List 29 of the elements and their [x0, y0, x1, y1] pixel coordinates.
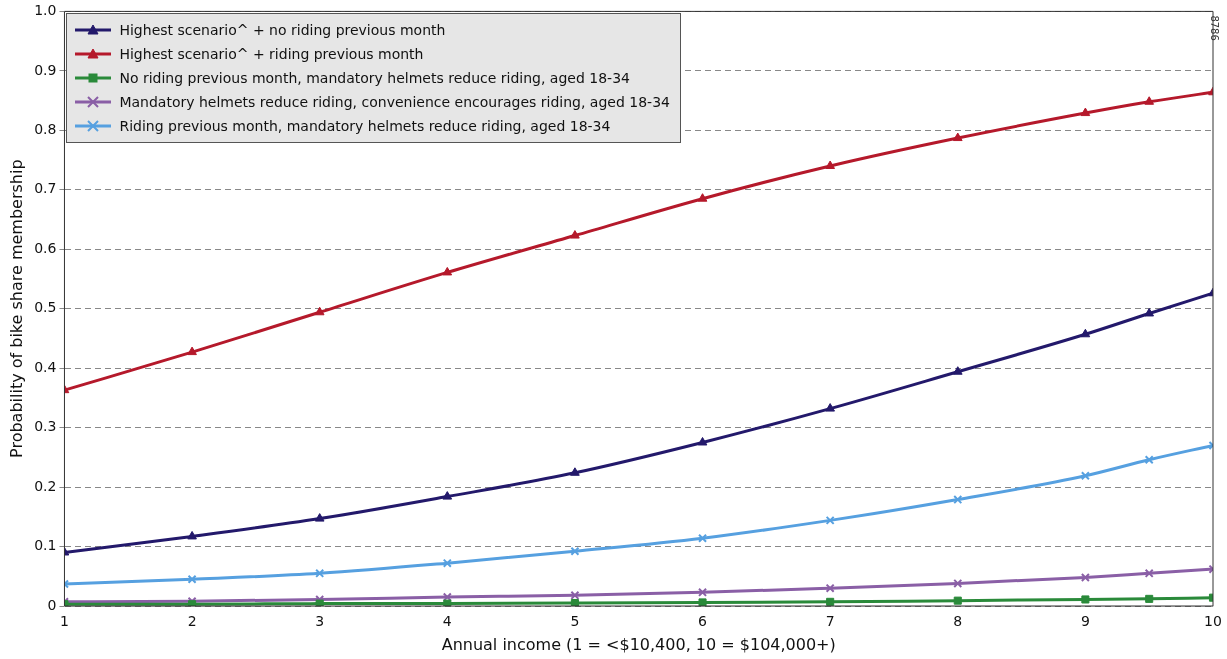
- y-tick-label: 0.7: [34, 180, 57, 197]
- x-tick-label: 2: [187, 613, 197, 630]
- legend-label: Highest scenario^ + no riding previous month: [119, 21, 446, 41]
- x-tick-label: 5: [570, 613, 580, 630]
- y-tick-label: 0.1: [34, 537, 57, 554]
- legend-label: No riding previous month, mandatory helmets reduce riding, aged 18-34: [119, 69, 630, 89]
- y-tick-label: 0.9: [34, 61, 57, 78]
- x-tick-label: 8: [953, 613, 963, 630]
- legend-label: Riding previous month, mandatory helmets reduce riding, aged 18-34: [119, 117, 611, 137]
- y-tick-label: 0: [47, 596, 57, 613]
- x-tick-label: 3: [315, 613, 325, 630]
- y-tick-label: 0.3: [34, 418, 57, 435]
- y-tick-label: 0.4: [34, 358, 57, 375]
- x-tick-label: 9: [1080, 613, 1090, 630]
- x-tick-label: 7: [825, 613, 835, 630]
- y-tick-label: 0.2: [34, 477, 57, 494]
- y-tick-label: 0.8: [34, 120, 57, 137]
- legend-label: Highest scenario^ + riding previous month: [119, 45, 424, 65]
- x-axis-title: Annual income (1 = <$10,400, 10 = $104,000+): [441, 634, 836, 654]
- y-tick-label: 0.5: [34, 299, 57, 316]
- legend-label: Mandatory helmets reduce riding, convenience encourages riding, aged 18-34: [119, 93, 670, 113]
- annotation: 8786: [1209, 15, 1221, 41]
- y-axis-title: Probability of bike share membership: [6, 159, 26, 458]
- x-tick-label: 4: [442, 613, 452, 630]
- x-tick-label: 1: [60, 613, 69, 630]
- y-tick-label: 0.6: [34, 239, 57, 256]
- x-tick-label: 10: [1204, 613, 1222, 630]
- x-tick-label: 6: [698, 613, 708, 630]
- y-tick-label: 1.0: [34, 2, 57, 19]
